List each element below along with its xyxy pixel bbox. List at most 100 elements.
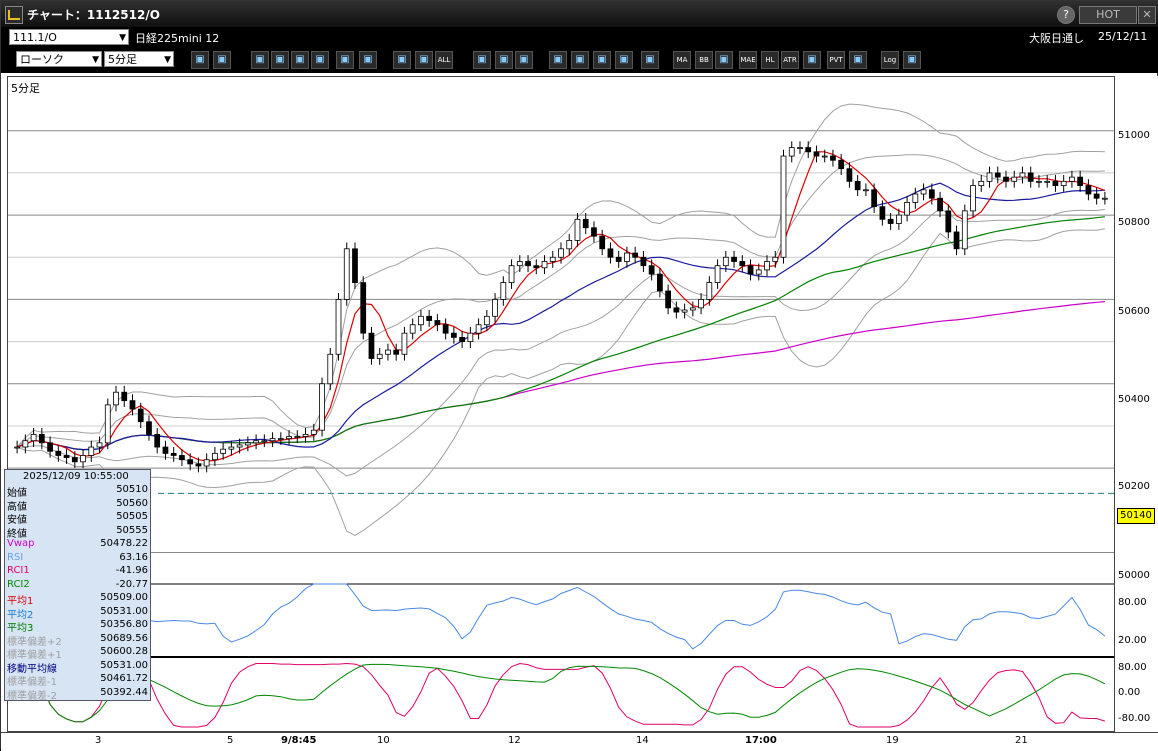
- hot-button[interactable]: HOT: [1079, 6, 1137, 24]
- toolbar-button[interactable]: ▣: [515, 51, 533, 69]
- toolbar-button[interactable]: ▣: [571, 51, 589, 69]
- candle-body: [673, 307, 680, 313]
- candle-body: [55, 450, 62, 456]
- toolbar-button[interactable]: ▣: [311, 51, 329, 69]
- toolbar-button[interactable]: ▣: [549, 51, 567, 69]
- candle-body: [426, 315, 433, 321]
- symbol-select[interactable]: 111.1/O ▼: [9, 29, 129, 45]
- candle-body: [146, 421, 152, 435]
- info-value: 50392.44: [100, 686, 148, 698]
- toolbar-button[interactable]: HL: [761, 51, 779, 69]
- ma-mid-line: [16, 182, 1105, 451]
- help-button[interactable]: ?: [1057, 6, 1075, 24]
- toolbar-button[interactable]: MA: [673, 51, 691, 69]
- toolbar-button[interactable]: ▣: [803, 51, 821, 69]
- toolbar-button[interactable]: ▣: [593, 51, 611, 69]
- toolbar-button[interactable]: ▣: [291, 51, 309, 69]
- close-button[interactable]: ✕: [1138, 6, 1156, 24]
- toolbar-button[interactable]: ▣: [641, 51, 659, 69]
- rci1-line: [17, 661, 1106, 728]
- candle-body: [566, 239, 573, 250]
- candle-body: [286, 436, 292, 440]
- info-value: 50689.56: [100, 632, 148, 644]
- candle-body: [261, 440, 268, 443]
- candle-body: [104, 404, 111, 444]
- candle-body: [492, 299, 498, 317]
- data-window: 2025/12/09 10:55:00 始値 50510 高値 50560 安値 5050…: [4, 469, 151, 702]
- candle-body: [772, 256, 779, 262]
- info-value: 50510: [116, 484, 148, 495]
- info-row: 終値 50555: [6, 524, 150, 540]
- candle-body: [310, 429, 317, 435]
- toolbar-button[interactable]: MAE: [739, 51, 757, 69]
- toolbar-button[interactable]: PVT: [827, 51, 845, 69]
- price-label: 50800: [1118, 217, 1150, 228]
- toolbar-button[interactable]: ▣: [393, 51, 411, 69]
- chart-canvas: [8, 103, 1114, 728]
- candle-body: [805, 147, 812, 153]
- rsi-line: [16, 583, 1106, 650]
- timeframe-value: 5分足: [108, 53, 137, 66]
- candle-body: [80, 455, 86, 463]
- candle-body: [747, 265, 754, 275]
- symbol-name: 日経225mini 12: [135, 32, 220, 45]
- toolbar-button[interactable]: Log: [881, 51, 899, 69]
- time-label: 10: [377, 735, 390, 746]
- candle-body: [179, 455, 185, 461]
- info-row: 標準偏差+1 50600.28: [6, 646, 150, 661]
- info-value: 50509.00: [100, 592, 148, 603]
- time-axis: 3 5 9/8:45 10 12 14 17:00 19 21: [1, 732, 1158, 751]
- candle-body: [269, 438, 276, 442]
- toolbar-button[interactable]: ▣: [715, 51, 733, 69]
- candle-body: [38, 433, 45, 444]
- rci2-line: [17, 661, 1106, 723]
- candle-body: [640, 256, 647, 267]
- toolbar-button[interactable]: ▣: [251, 51, 269, 69]
- candle-body: [1052, 180, 1059, 186]
- candle-body: [871, 189, 878, 208]
- toolbar-button[interactable]: ▣: [271, 51, 289, 69]
- toolbar-button[interactable]: BB: [695, 51, 713, 69]
- info-row: Vwap 50478.22: [6, 538, 150, 552]
- candle-body: [459, 336, 465, 343]
- price-label: 50400: [1118, 394, 1150, 405]
- candle-body: [1019, 172, 1026, 178]
- candle-body: [1069, 176, 1075, 182]
- toolbar-button[interactable]: ▣: [473, 51, 491, 69]
- toolbar-button[interactable]: ▣: [336, 51, 354, 69]
- toolbar-button[interactable]: ▣: [213, 51, 231, 69]
- candle-body: [986, 172, 993, 182]
- toolbar-button[interactable]: ATR: [781, 51, 799, 69]
- rci-label: 80.00: [1118, 662, 1147, 673]
- toolbar-button[interactable]: ▣: [359, 51, 377, 69]
- candle-body: [780, 155, 787, 258]
- timeframe-select[interactable]: 5分足 ▼: [104, 51, 174, 67]
- toolbar-button[interactable]: ALL: [435, 51, 453, 69]
- info-row: 標準偏差-2 50392.44: [6, 686, 150, 702]
- chart-type-value: ローソク: [20, 53, 64, 66]
- toolbar-button[interactable]: ▣: [495, 51, 513, 69]
- toolbar-button[interactable]: ▣: [191, 51, 209, 69]
- info-value: 50555: [116, 524, 148, 536]
- info-row: 平均3 50356.80: [6, 619, 150, 634]
- candle-body: [335, 299, 342, 355]
- toolbar-button[interactable]: ▣: [903, 51, 921, 69]
- candle-body: [220, 448, 227, 454]
- toolbar-button[interactable]: ▣: [615, 51, 633, 69]
- toolbar-button[interactable]: ▣: [415, 51, 433, 69]
- chart-type-select[interactable]: ローソク ▼: [16, 51, 102, 67]
- candle-body: [920, 189, 927, 195]
- candle-body: [591, 227, 597, 237]
- info-key: 平均2: [7, 609, 34, 621]
- info-key: RSI: [7, 551, 24, 563]
- candle-body: [797, 147, 803, 150]
- info-row: 安値 50505: [6, 511, 150, 526]
- info-row: 標準偏差-1 50461.72: [6, 673, 150, 688]
- candle-body: [895, 214, 902, 224]
- candle-body: [63, 455, 70, 458]
- candle-body: [615, 256, 622, 262]
- toolbar-button[interactable]: ▣: [849, 51, 867, 69]
- candle-body: [253, 440, 259, 444]
- candle-body: [599, 235, 606, 250]
